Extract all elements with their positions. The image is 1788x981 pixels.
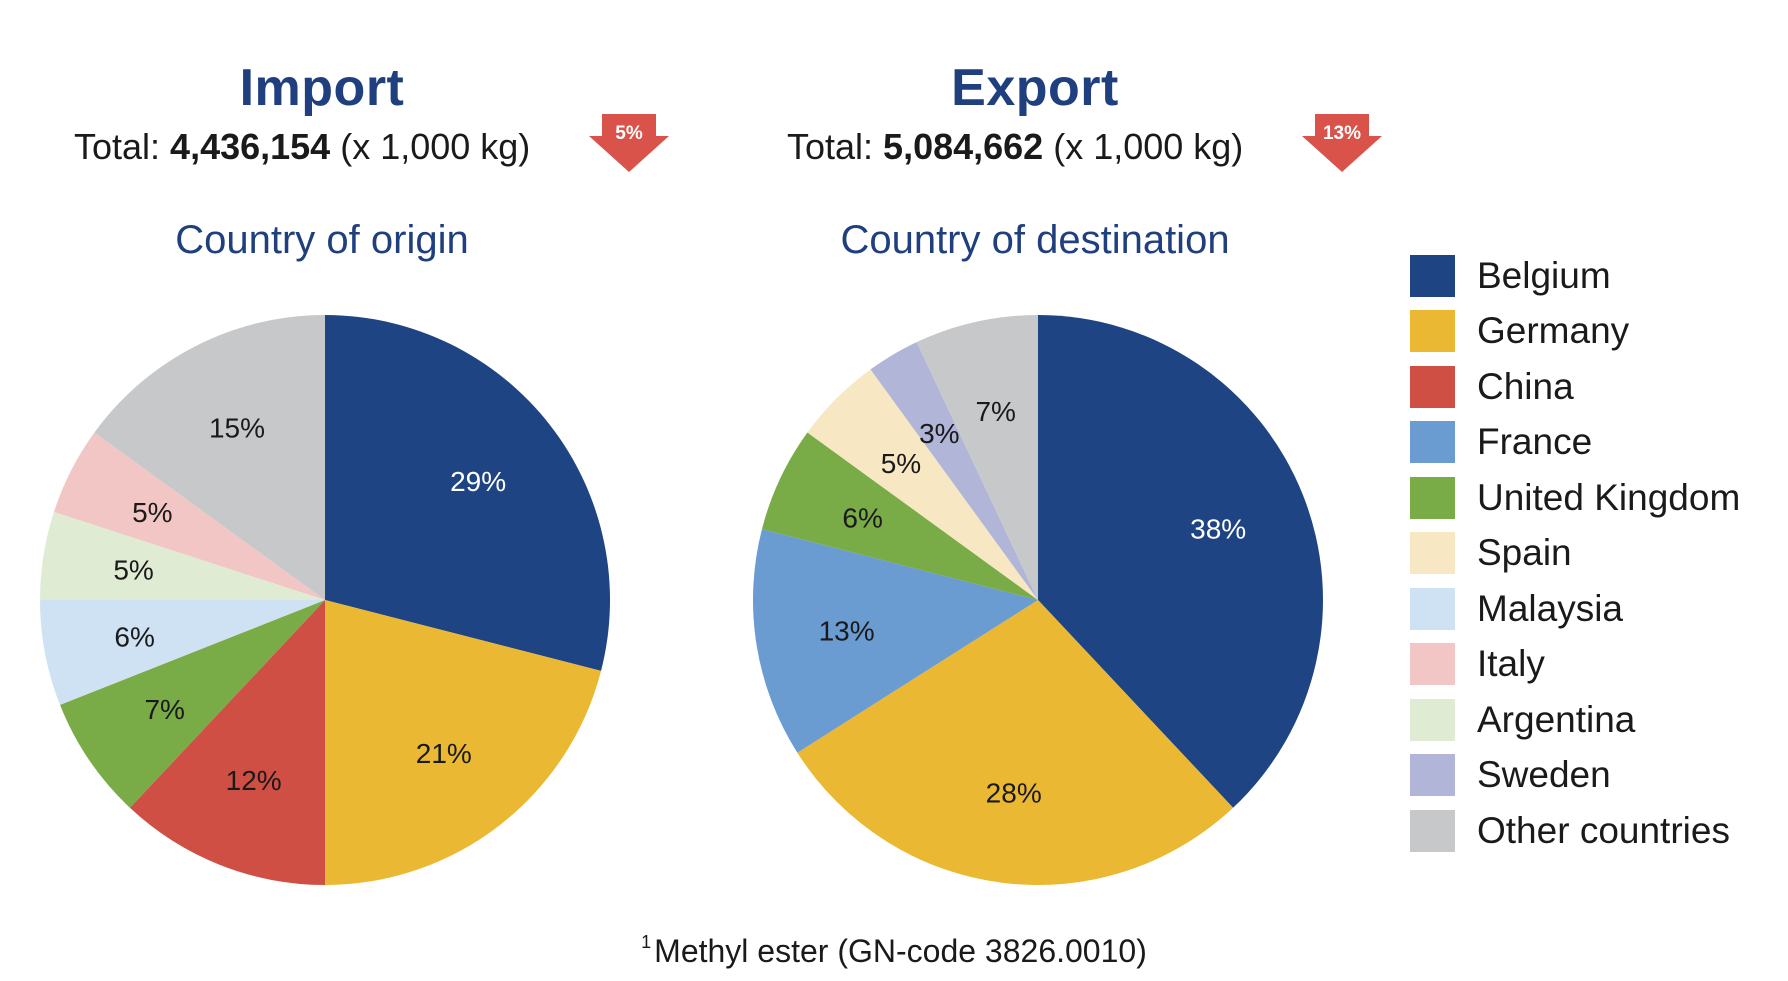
footnote: 1Methyl ester (GN-code 3826.0010) [0, 932, 1788, 970]
export-slice-france [753, 529, 1038, 753]
legend-label: Other countries [1477, 809, 1730, 851]
down-arrow-icon: 5% [589, 114, 669, 172]
import-slice-label: 5% [113, 555, 153, 586]
legend-swatch [1410, 587, 1455, 630]
export-slice-label: 5% [881, 448, 921, 479]
export-total-suffix: (x 1,000 kg) [1043, 126, 1244, 167]
export-slice-label: 28% [986, 777, 1042, 808]
export-slice-label: 13% [819, 615, 875, 646]
legend-item: China [1410, 359, 1780, 415]
export-slice-label: 38% [1190, 514, 1246, 545]
legend-swatch [1410, 809, 1455, 852]
legend-item: Italy [1410, 637, 1780, 693]
legend-item: Sweden [1410, 748, 1780, 804]
legend-item: Belgium [1410, 248, 1780, 304]
import-total: Total: 4,436,154 (x 1,000 kg) [74, 126, 530, 168]
legend-label: Belgium [1477, 254, 1611, 296]
legend-swatch [1410, 754, 1455, 797]
export-slice-label: 7% [975, 396, 1015, 427]
legend-swatch [1410, 698, 1455, 741]
legend-item: Argentina [1410, 692, 1780, 748]
legend-label: France [1477, 421, 1593, 463]
export-total: Total: 5,084,662 (x 1,000 kg) [787, 126, 1243, 168]
import-slice-argentina [40, 511, 325, 600]
import-slice-china [129, 600, 325, 885]
legend-label: Sweden [1477, 754, 1611, 796]
export-slice-united-kingdom [761, 432, 1038, 600]
export-slice-belgium [1038, 315, 1323, 808]
legend-item: Other countries [1410, 803, 1780, 859]
import-slice-united-kingdom [60, 600, 325, 808]
import-slice-label: 6% [114, 621, 154, 652]
export-slice-spain [807, 369, 1038, 600]
legend-label: Germany [1477, 310, 1630, 352]
legend-label: Italy [1477, 643, 1545, 685]
import-slice-label: 12% [226, 765, 282, 796]
import-slice-italy [53, 432, 326, 600]
import-change-badge-text: 5% [615, 123, 643, 144]
legend-item: Malaysia [1410, 581, 1780, 637]
import-slice-label: 29% [450, 466, 506, 497]
down-arrow-icon: 13% [1302, 114, 1382, 172]
import-slice-germany [325, 600, 602, 885]
legend-item: Spain [1410, 526, 1780, 582]
import-slice-other-countries [94, 315, 325, 600]
export-change-badge: 13% [1302, 114, 1382, 172]
legend-item: France [1410, 415, 1780, 471]
legend-swatch [1410, 254, 1455, 297]
export-pie-chart: 38% 28% 13% 6% 5%3% 7% [753, 315, 1323, 886]
import-pie-chart: 29% 21% 12% 7% 6% 5% 5% 15% [40, 315, 610, 885]
import-subtitle: Country of origin [175, 218, 469, 262]
export-slice-sweden [870, 342, 1038, 600]
export-slice-label: 3% [919, 418, 959, 449]
export-subtitle: Country of destination [840, 218, 1230, 262]
legend-label: Argentina [1477, 698, 1636, 740]
import-slice-label: 15% [209, 412, 265, 443]
import-slice-label: 7% [144, 694, 184, 725]
export-change-badge-text: 13% [1323, 123, 1361, 144]
footnote-text: Methyl ester (GN-code 3826.0010) [654, 933, 1147, 969]
import-total-suffix: (x 1,000 kg) [330, 126, 531, 167]
legend-label: Spain [1477, 532, 1572, 574]
legend-swatch [1410, 421, 1455, 464]
import-total-value: 4,436,154 [170, 126, 331, 167]
legend-swatch [1410, 532, 1455, 575]
import-slice-label: 5% [132, 497, 172, 528]
legend-swatch [1410, 476, 1455, 519]
import-slice-label: 21% [416, 738, 472, 769]
legend-item: Germany [1410, 304, 1780, 360]
import-total-prefix: Total: [74, 126, 171, 167]
import-title: Import [239, 59, 405, 117]
import-slice-belgium [325, 315, 610, 671]
export-slice-label: 6% [842, 502, 882, 533]
legend: Belgium Germany China France United Kingdom S… [1410, 248, 1780, 859]
legend-swatch [1410, 643, 1455, 686]
legend-swatch [1410, 310, 1455, 353]
legend-item: United Kingdom [1410, 470, 1780, 526]
legend-label: United Kingdom [1477, 476, 1741, 518]
legend-label: Malaysia [1477, 587, 1623, 629]
import-change-badge: 5% [589, 114, 669, 172]
export-total-value: 5,084,662 [883, 126, 1044, 167]
import-slice-malaysia [40, 600, 325, 705]
export-title: Export [951, 59, 1119, 117]
export-total-prefix: Total: [787, 126, 884, 167]
export-slice-other-countries [916, 315, 1038, 600]
legend-swatch [1410, 365, 1455, 408]
export-slice-germany [797, 600, 1234, 886]
footnote-marker: 1 [641, 932, 652, 952]
legend-label: China [1477, 365, 1574, 407]
